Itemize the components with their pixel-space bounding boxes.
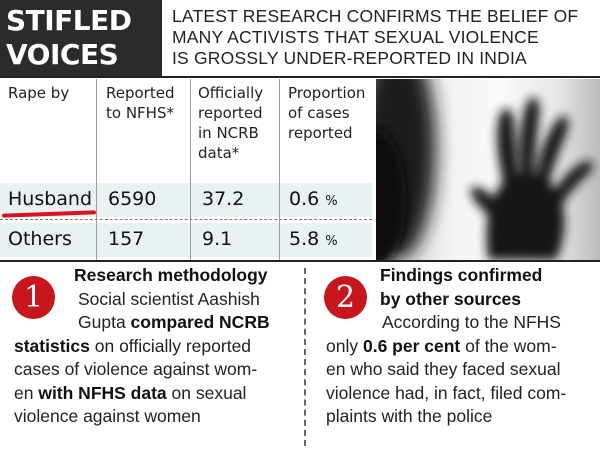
header-ncrb: Officially reported in NCRB data* xyxy=(198,83,263,163)
title-block: STIFLED VOICES xyxy=(0,0,162,76)
header-nfhs: Reported to NFHS* xyxy=(106,83,174,123)
proportion-value: 0.6 % xyxy=(289,186,338,215)
paragraph-line: statistics on officially reported xyxy=(14,335,300,359)
paragraph-line: Findings confirmed xyxy=(326,264,598,288)
paragraph-line: cases of violence against wom- xyxy=(14,358,300,382)
shadow-hand-icon xyxy=(376,79,594,260)
row-label: Husband xyxy=(8,188,93,210)
body-text: Gupta xyxy=(78,312,131,332)
body-text: violence against women xyxy=(14,406,201,426)
paragraph-line: Gupta compared NCRB xyxy=(14,311,300,335)
section-number-badge: 1 xyxy=(12,276,55,319)
ncrb-value: 9.1 xyxy=(202,228,233,250)
body-text: en who said they faced sexual xyxy=(326,359,561,379)
bold-text: with NFHS data xyxy=(38,382,167,403)
section-rule xyxy=(0,260,600,262)
headline-line-1: LATEST RESEARCH CONFIRMS THE BELIEF OF xyxy=(172,6,579,26)
header-text: reported xyxy=(288,124,353,142)
bottom-panel xyxy=(0,262,600,453)
paragraph-line: According to the NFHS xyxy=(326,311,598,335)
body-text: on officially reported xyxy=(89,335,252,356)
header-rape-by: Rape by xyxy=(8,83,69,103)
bold-text: compared NCRB xyxy=(130,312,270,332)
paragraph-line: by other sources xyxy=(326,288,598,312)
headline-line-3: IS GROSSLY UNDER-REPORTED IN INDIA xyxy=(172,48,527,68)
headline: LATEST RESEARCH CONFIRMS THE BELIEF OF M… xyxy=(172,6,597,69)
body-text: plaints with the police xyxy=(326,406,493,426)
column-divider xyxy=(190,79,191,260)
header-text: Rape by xyxy=(8,84,70,102)
title-line-2: VOICES xyxy=(6,38,119,71)
bold-text: statistics xyxy=(14,335,90,356)
body-text: cases of violence against wom- xyxy=(14,359,258,379)
headline-line-2: MANY ACTIVISTS THAT SEXUAL VIOLENCE xyxy=(172,27,539,47)
body-text: According to the NFHS xyxy=(382,312,561,332)
data-table: Rape by Reported to NFHS* Officially rep… xyxy=(0,79,372,260)
proportion-unit: % xyxy=(325,194,338,209)
header-text: to NFHS* xyxy=(106,104,174,122)
header-text: Proportion xyxy=(288,84,366,102)
bold-text: Research methodology xyxy=(74,265,268,285)
nfhs-value: 157 xyxy=(108,228,145,250)
nfhs-value: 6590 xyxy=(108,188,157,210)
header-text: of cases xyxy=(288,104,350,122)
paragraph-line: en who said they faced sexual xyxy=(326,358,598,382)
body-text: violence had, in fact, filed com- xyxy=(326,382,567,403)
section-research-methodology: Research methodology Social scientist Aas… xyxy=(14,264,300,429)
proportion-number: 0.6 xyxy=(289,188,320,210)
paragraph-line: Social scientist Aashish xyxy=(14,288,300,312)
header-text: reported xyxy=(198,104,263,122)
body-text: of the wom- xyxy=(460,335,557,356)
header-rule xyxy=(0,76,600,78)
paragraph-line: only 0.6 per cent of the wom- xyxy=(326,335,598,359)
proportion-unit: % xyxy=(325,234,338,249)
section-number-badge: 2 xyxy=(324,276,367,319)
body-text: on sexual xyxy=(166,382,247,403)
header-text: Reported xyxy=(106,84,175,102)
bold-text: by other sources xyxy=(380,288,522,309)
column-divider xyxy=(279,79,280,260)
body-text: en xyxy=(14,382,39,403)
header-proportion: Proportion of cases reported xyxy=(288,83,365,143)
title-line-1: STIFLED xyxy=(6,4,132,37)
bold-text: Findings confirmed xyxy=(380,265,543,285)
body-text: Social scientist Aashish xyxy=(78,288,260,309)
bold-text: 0.6 per cent xyxy=(362,335,461,356)
proportion-value: 5.8 % xyxy=(289,226,338,255)
header-text: Officially xyxy=(198,84,264,102)
ncrb-value: 37.2 xyxy=(202,188,245,210)
proportion-number: 5.8 xyxy=(289,228,320,250)
body-text: only xyxy=(326,335,363,356)
section-findings-confirmed: Findings confirmed by other sources Accord… xyxy=(326,264,598,429)
column-divider xyxy=(96,79,97,260)
paragraph-line: Research methodology xyxy=(14,264,300,288)
header-text: data* xyxy=(198,144,240,162)
paragraph-line: en with NFHS data on sexual xyxy=(14,382,300,406)
row-divider xyxy=(0,219,372,220)
row-label: Others xyxy=(8,228,72,250)
paragraph-line: violence against women xyxy=(14,405,300,429)
section-divider xyxy=(304,268,306,446)
table-row: Others 157 9.1 5.8 % xyxy=(0,223,372,257)
paragraph-line: violence had, in fact, filed com- xyxy=(326,382,598,406)
header-text: in NCRB xyxy=(198,124,259,142)
shadow-hand-photo xyxy=(376,79,600,260)
paragraph-line: plaints with the police xyxy=(326,405,598,429)
